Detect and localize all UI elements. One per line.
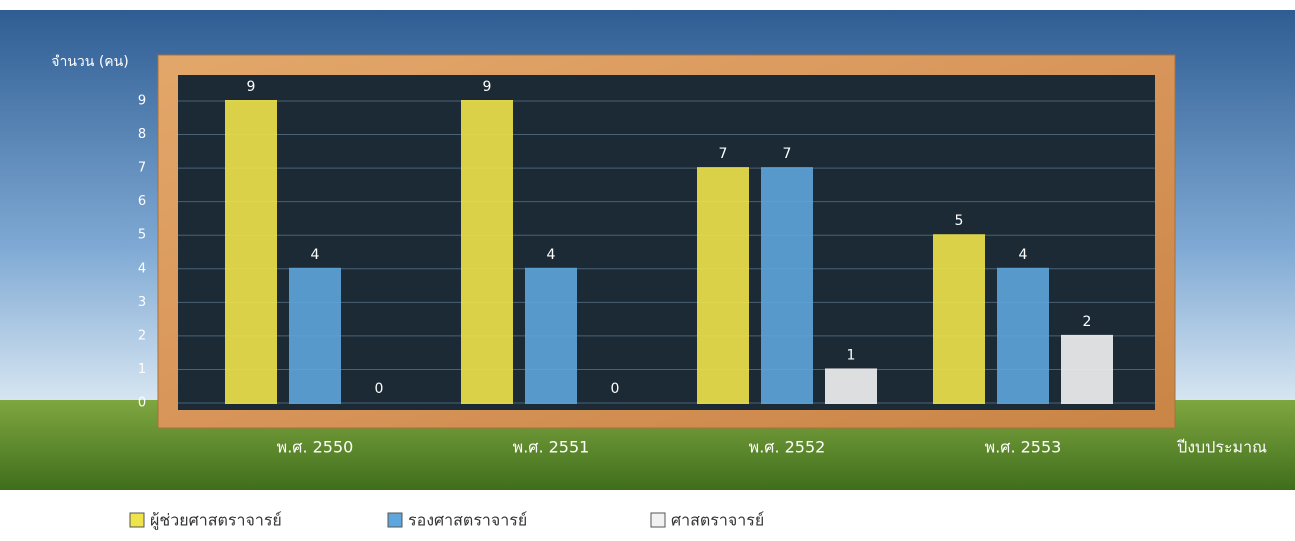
data-label: 4 <box>547 247 556 263</box>
bar <box>461 100 513 404</box>
y-tick-label: 6 <box>138 194 146 209</box>
legend-swatch <box>650 512 666 528</box>
y-tick-label: 9 <box>138 94 146 109</box>
bar <box>997 267 1049 404</box>
data-label: 0 <box>375 381 384 397</box>
data-label: 7 <box>783 146 792 162</box>
x-tick-label: พ.ศ. 2550 <box>277 438 354 457</box>
data-label: 5 <box>955 213 964 229</box>
legend-swatch <box>129 512 145 528</box>
legend-swatch <box>387 512 403 528</box>
y-tick-label: 3 <box>138 295 146 310</box>
data-label: 9 <box>247 79 256 95</box>
bar <box>1061 334 1113 404</box>
y-tick-label: 1 <box>138 362 146 377</box>
data-label: 4 <box>1019 247 1028 263</box>
legend-label: ผู้ช่วยศาสตราจารย์ <box>150 511 282 531</box>
y-tick-label: 2 <box>138 328 146 343</box>
bar <box>697 167 749 404</box>
data-label: 4 <box>311 247 320 263</box>
legend-label: ศาสตราจารย์ <box>671 511 764 530</box>
data-label: 2 <box>1083 314 1092 330</box>
y-axis-label: จำนวน (คน) <box>51 54 128 70</box>
bar <box>933 234 985 404</box>
legend-label: รองศาสตราจารย์ <box>408 511 527 530</box>
data-label: 0 <box>611 381 620 397</box>
x-axis-label: ปีงบประมาณ <box>1177 438 1267 457</box>
x-tick-label: พ.ศ. 2553 <box>985 438 1062 457</box>
data-label: 9 <box>483 79 492 95</box>
y-tick-label: 0 <box>138 396 146 411</box>
bar <box>825 368 877 405</box>
y-tick-label: 8 <box>138 127 146 142</box>
bar <box>761 167 813 404</box>
bar <box>289 267 341 404</box>
bar <box>225 100 277 404</box>
x-tick-label: พ.ศ. 2551 <box>513 438 590 457</box>
y-tick-label: 5 <box>138 228 146 243</box>
bar <box>525 267 577 404</box>
x-tick-label: พ.ศ. 2552 <box>749 438 826 457</box>
y-tick-label: 7 <box>138 161 146 176</box>
y-tick-label: 4 <box>138 261 146 276</box>
data-label: 1 <box>847 347 856 363</box>
data-label: 7 <box>719 146 728 162</box>
